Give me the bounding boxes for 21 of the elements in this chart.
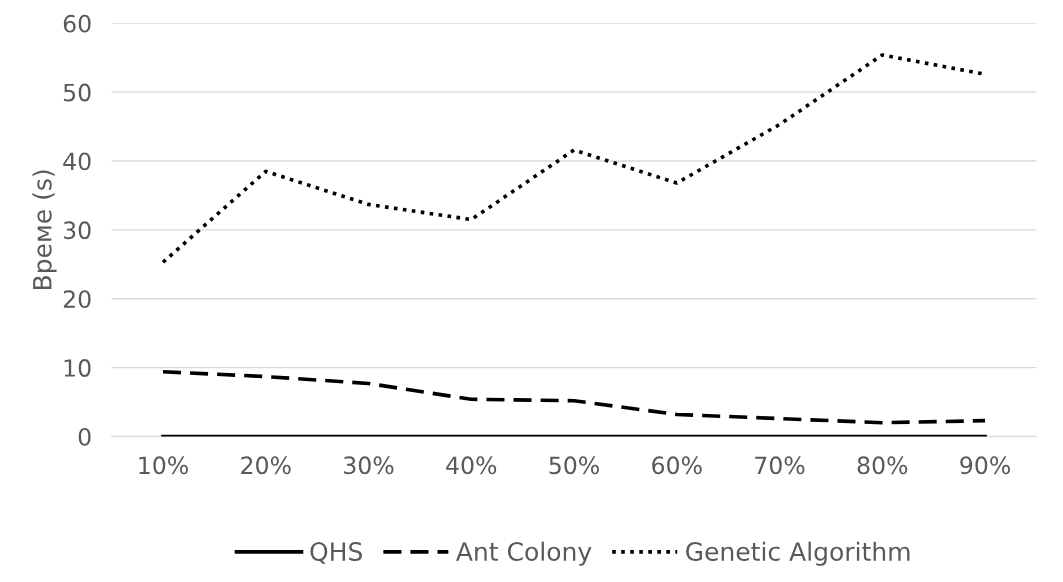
y-axis-title: Време (s)	[32, 170, 57, 289]
legend-label: QHS	[310, 542, 362, 564]
y-tick-label: 0	[78, 427, 91, 446]
y-tick-label: 30	[63, 221, 91, 240]
x-tick-label: 90%	[960, 456, 1010, 475]
y-tick-label: 10	[64, 359, 91, 377]
x-tick-label: 20%	[241, 456, 291, 475]
y-tick-label: 20	[63, 290, 91, 309]
y-tick-label: 50	[63, 83, 91, 102]
legend-label: Genetic Algorithm	[686, 541, 910, 566]
x-tick-label: 40%	[446, 456, 497, 475]
y-tick-label: 40	[63, 152, 91, 171]
x-tick-label: 70%	[755, 456, 805, 475]
x-tick-label: 10%	[139, 456, 188, 475]
x-tick-label: 30%	[344, 456, 394, 475]
x-tick-label: 50%	[549, 456, 599, 475]
x-tick-label: 60%	[652, 456, 702, 475]
legend-label: Ant Colony	[456, 541, 592, 566]
line-series	[161, 369, 987, 425]
y-tick-label: 60	[63, 14, 91, 33]
x-tick-label: 80%	[857, 456, 908, 475]
